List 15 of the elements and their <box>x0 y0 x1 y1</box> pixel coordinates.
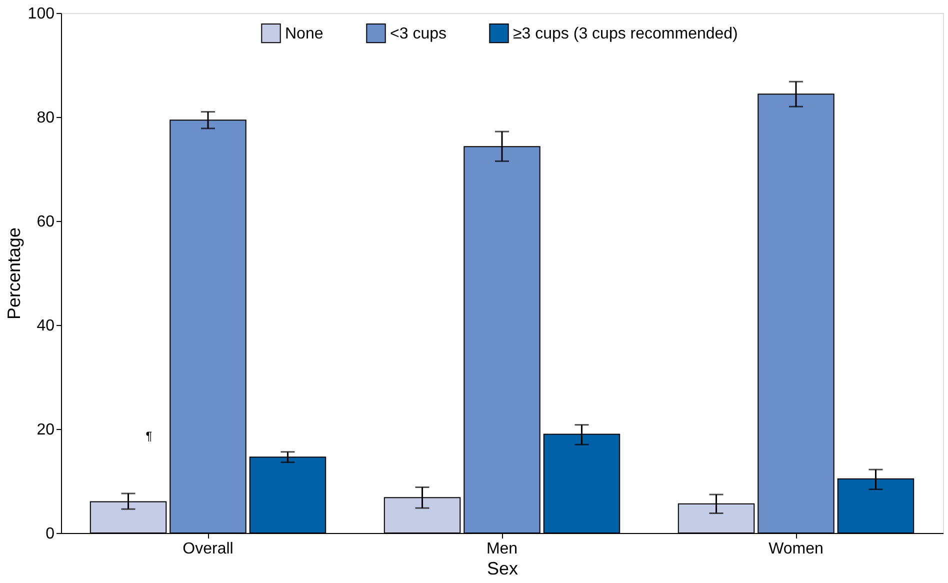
y-tick-label: 80 <box>36 110 55 126</box>
legend-label: ≥3 cups (3 cups recommended) <box>513 25 738 42</box>
x-tick-label: Overall <box>182 540 234 558</box>
x-tick-label: Women <box>768 540 824 558</box>
y-tick-label: 40 <box>36 318 55 334</box>
legend-label: <3 cups <box>390 25 446 42</box>
y-tick-label: 100 <box>28 6 55 22</box>
annotation: ¶ <box>146 429 152 443</box>
y-tick-label: 20 <box>36 422 55 438</box>
y-tick-label: 0 <box>46 526 55 542</box>
x-tick-label: Men <box>486 540 518 558</box>
x-axis-title: Sex <box>486 558 518 578</box>
y-axis-title: Percentage <box>4 227 24 320</box>
legend-label: None <box>285 25 324 42</box>
y-tick-label: 60 <box>36 214 55 230</box>
